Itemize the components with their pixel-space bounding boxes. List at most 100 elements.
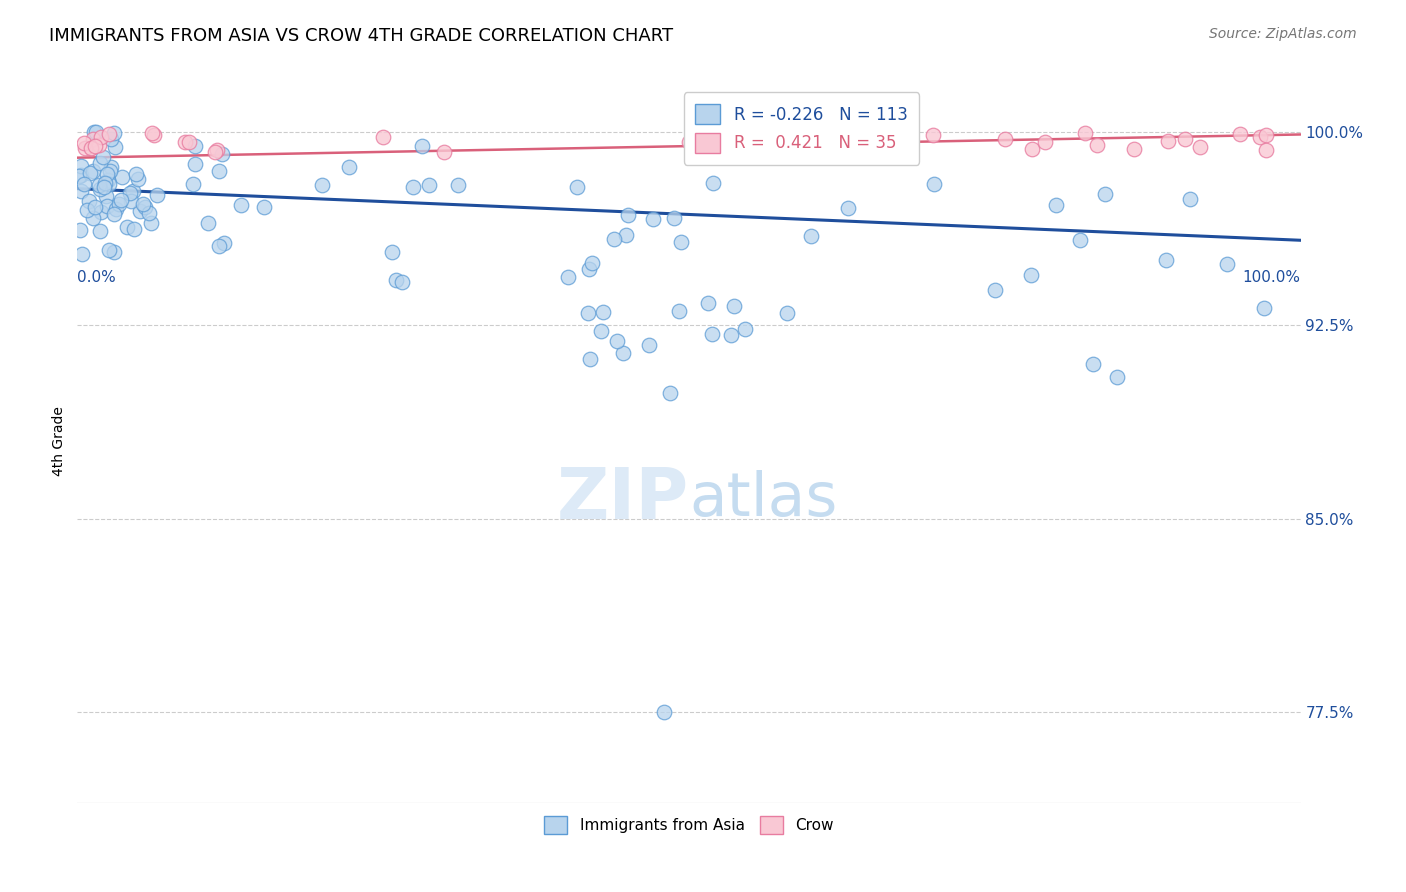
Point [104,140,127,154]
Point [75,141,97,155]
Point [643,212,665,227]
Point [70,168,93,182]
Point [447,178,470,193]
Point [418,178,440,192]
Point [98,177,121,191]
Point [579,351,602,366]
Point [557,269,579,284]
Point [371,130,394,145]
Point [1069,233,1091,247]
Point [111,170,134,185]
Point [110,193,132,207]
Point [1189,139,1212,153]
Point [668,304,690,318]
Point [96,199,118,213]
Point [134,200,156,214]
Point [76,202,98,217]
Point [97,173,120,187]
Text: IMMIGRANTS FROM ASIA VS CROW 4TH GRADE CORRELATION CHART: IMMIGRANTS FROM ASIA VS CROW 4TH GRADE C… [49,27,673,45]
Point [1154,252,1177,267]
Point [1256,128,1278,143]
Point [87,178,110,193]
Point [776,305,799,319]
Point [994,131,1017,145]
Point [1253,301,1275,315]
Point [1021,268,1043,282]
Point [141,216,163,230]
Point [127,171,149,186]
Point [253,200,276,214]
Point [132,196,155,211]
Point [79,166,101,180]
Point [1045,198,1067,212]
Point [702,177,724,191]
Point [411,138,433,153]
Point [211,147,233,161]
Point [589,325,612,339]
Point [654,706,676,720]
Text: ZIP: ZIP [557,465,689,533]
Point [433,145,456,159]
Point [205,144,228,158]
Point [612,345,634,359]
Point [740,145,762,159]
Point [922,177,945,191]
Point [105,202,128,217]
Point [70,159,93,173]
Point [1107,370,1129,384]
Point [1021,142,1043,156]
Point [80,140,103,154]
Point [381,245,404,260]
Text: atlas: atlas [689,470,838,529]
Point [83,125,105,139]
Point [80,141,103,155]
Point [212,236,235,251]
Point [93,176,115,190]
Point [678,135,700,149]
Point [748,145,770,160]
Point [84,200,107,214]
Point [108,196,131,211]
Point [100,132,122,146]
Point [120,194,142,208]
Point [93,179,115,194]
Point [69,184,91,198]
Point [567,180,589,194]
Point [90,129,112,144]
Point [1254,143,1277,157]
Point [208,239,231,253]
Point [82,211,104,225]
Point [122,185,145,199]
Point [67,169,90,183]
Point [89,224,111,238]
Point [103,207,125,221]
Point [90,205,112,219]
Point [800,228,823,243]
Point [984,283,1007,297]
Point [697,296,720,310]
Point [73,136,96,150]
Point [1249,130,1271,145]
Point [89,156,111,170]
Point [337,160,360,174]
Point [183,138,205,153]
Point [1157,134,1180,148]
Point [592,305,614,319]
Point [581,255,603,269]
Point [617,208,640,222]
Point [1216,257,1239,271]
Point [83,139,105,153]
Point [669,235,692,249]
Point [181,177,204,191]
Point [603,231,626,245]
Point [103,244,125,259]
Point [143,128,166,143]
Point [82,164,104,178]
Point [97,243,120,257]
Point [1094,186,1116,201]
Point [401,179,423,194]
Point [606,334,628,348]
Point [70,247,93,261]
Point [734,322,756,336]
Point [1180,192,1202,206]
